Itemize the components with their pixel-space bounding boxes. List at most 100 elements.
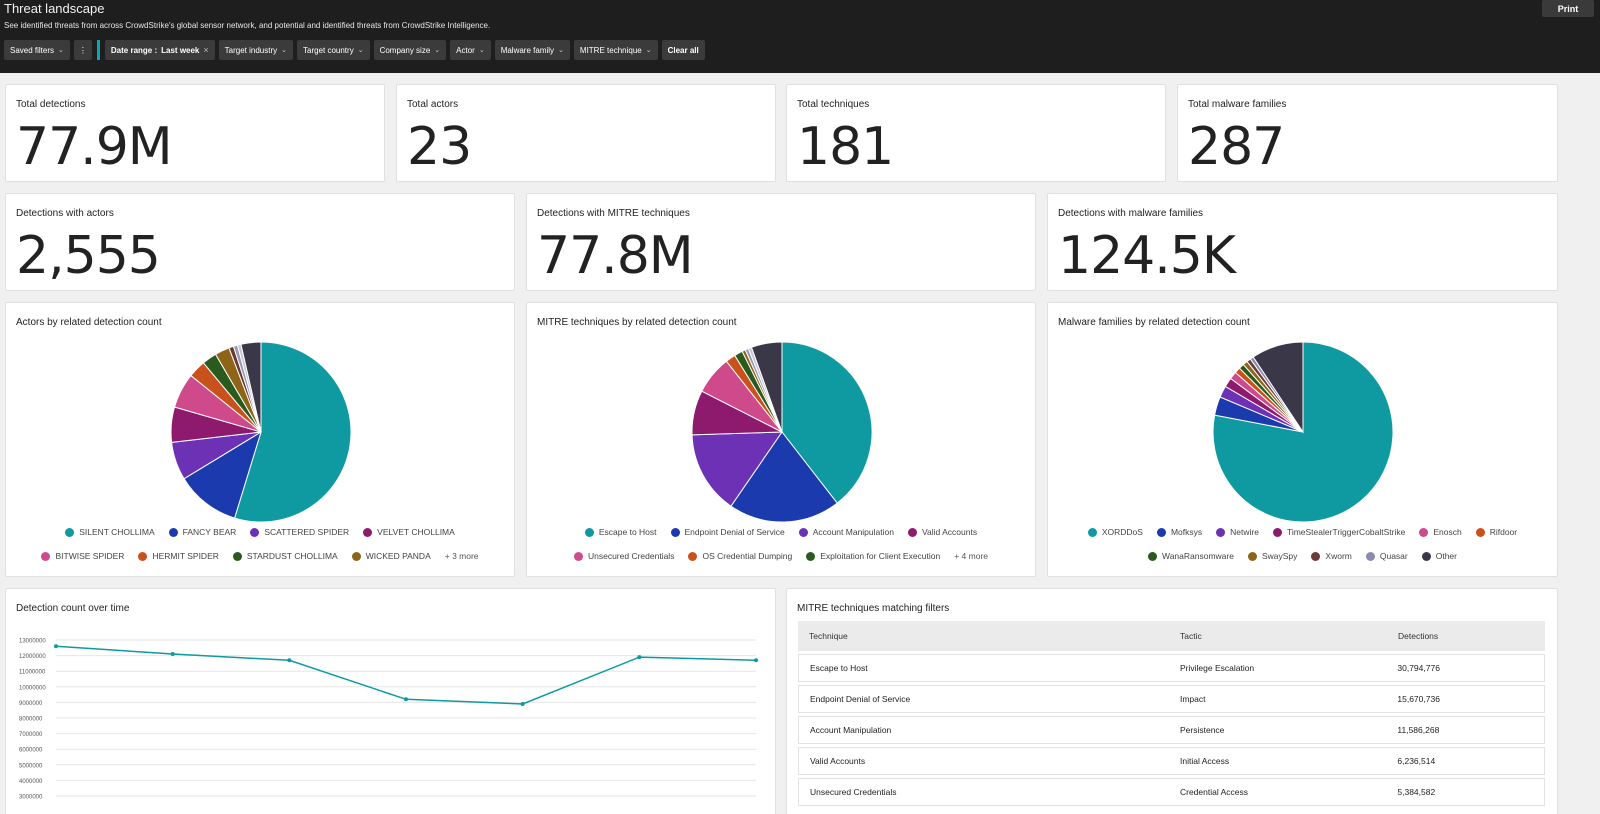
chevron-down-icon: ⌄ [558,47,564,54]
data-point[interactable] [170,652,175,657]
cell-technique: Endpoint Denial of Service [810,694,911,704]
stat-card-total-actors[interactable]: Total actors 23 [396,84,776,182]
column-header-tactic[interactable]: Tactic [1180,631,1202,641]
pie-legend-row-2: Unsecured Credentials OS Credential Dump… [527,551,1035,561]
legend-item[interactable]: Exploitation for Client Execution [806,551,940,561]
chart-title: Actors by related detection count [16,317,162,328]
cell-detections: 11,586,268 [1397,725,1440,735]
cell-tactic: Initial Access [1179,756,1230,766]
filter-label: Target country [303,45,354,55]
stat-value: 23 [407,117,472,177]
legend-item[interactable]: Other [1421,551,1457,561]
stat-card-detections-mitre[interactable]: Detections with MITRE techniques 77.8M [526,193,1036,291]
cell-technique: Escape to Host [810,663,868,673]
legend-item[interactable]: Account Manipulation [798,527,894,537]
stat-card-total-techniques[interactable]: Total techniques 181 [786,84,1166,182]
pie-slice[interactable] [233,341,352,523]
legend-item[interactable]: XORDDoS [1087,527,1143,537]
table-row[interactable]: Endpoint Denial of Service Impact 15,670… [798,685,1545,713]
clear-all-button[interactable]: Clear all [661,40,705,60]
cell-technique: Account Manipulation [810,725,892,735]
pie-slice[interactable] [240,341,262,433]
data-point[interactable] [637,655,642,660]
pie-slice[interactable] [750,341,783,433]
mitre-pie-chart[interactable] [527,303,1037,578]
stat-label: Total actors [407,99,459,110]
legend-item[interactable]: SILENT CHOLLIMA [65,527,155,537]
saved-filters-dropdown[interactable]: Saved filters ⌄ [4,40,70,60]
legend-item[interactable]: Unsecured Credentials [573,551,674,561]
pie-slice[interactable] [730,431,838,523]
data-point[interactable] [754,658,758,663]
malware-family-filter[interactable]: Malware family ⌄ [494,40,570,60]
actors-pie-chart[interactable] [6,303,516,578]
target-industry-filter[interactable]: Target industry ⌄ [218,40,293,60]
table-row[interactable]: Escape to Host Privilege Escalation 30,7… [798,654,1545,682]
legend-item[interactable]: Rifdoor [1475,527,1517,537]
cell-detections: 6,236,514 [1397,756,1436,766]
chevron-down-icon: ⌄ [434,47,441,54]
pie-slice[interactable] [1252,341,1304,434]
legend-item[interactable]: Mofksys [1156,527,1202,537]
legend-item[interactable]: WICKED PANDA [351,551,431,561]
company-size-filter[interactable]: Company size ⌄ [373,40,447,60]
legend-item[interactable]: SwaySpy [1247,551,1297,561]
legend-more[interactable]: + 4 more [954,551,989,561]
filter-label: Malware family [500,45,555,55]
actor-filter[interactable]: Actor ⌄ [450,40,491,60]
legend-item[interactable]: OS Credential Dumping [688,551,792,561]
legend-item[interactable]: STARDUST CHOLLIMA [232,551,338,561]
data-point[interactable] [404,697,408,702]
legend-item[interactable]: Endpoint Denial of Service [670,527,785,537]
column-header-detections[interactable]: Detections [1398,631,1439,641]
pie-legend-row-1: XORDDoS Mofksys Netwire TimeStealerTrigg… [1048,527,1557,537]
pie-legend-row-1: SILENT CHOLLIMA FANCY BEAR SCATTERED SPI… [6,527,514,537]
cell-detections: 30,794,776 [1397,663,1440,673]
pie-slice[interactable] [691,431,783,507]
legend-item[interactable]: WanaRansomware [1148,551,1234,561]
chart-title: Detection count over time [16,603,130,614]
y-tick-label: 5000000 [19,763,43,769]
stat-card-detections-malware[interactable]: Detections with malware families 124.5K [1047,193,1558,291]
malware-pie-chart[interactable] [1048,303,1559,578]
pie-slice[interactable] [183,430,262,519]
more-options-button[interactable]: ⋮ [73,40,92,60]
column-header-technique[interactable]: Technique [809,631,848,641]
legend-item[interactable]: FANCY BEAR [168,527,236,537]
page-title: Threat landscape [4,1,105,16]
date-range-label: Date range : [110,45,158,55]
y-tick-label: 8000000 [19,717,43,723]
stat-card-total-malware[interactable]: Total malware families 287 [1177,84,1558,182]
data-point[interactable] [54,644,58,649]
legend-item[interactable]: Quasar [1365,551,1408,561]
table-row[interactable]: Unsecured Credentials Credential Access … [798,778,1545,806]
legend-item[interactable]: Xworm [1311,551,1352,561]
stat-card-total-detections[interactable]: Total detections 77.9M [5,84,385,182]
pie-slice[interactable] [781,341,873,504]
stat-card-detections-actors[interactable]: Detections with actors 2,555 [5,193,515,291]
target-country-filter[interactable]: Target country ⌄ [297,40,370,60]
data-point[interactable] [520,701,525,706]
y-tick-label: 7000000 [19,732,43,738]
legend-item[interactable]: SCATTERED SPIDER [250,527,349,537]
detection-line-chart[interactable]: 13000000 12000000 11000000 10000000 9000000 8… [6,589,777,814]
legend-item[interactable]: Enosch [1419,527,1462,537]
legend-item[interactable]: Netwire [1216,527,1259,537]
legend-item[interactable]: VELVET CHOLLIMA [363,527,455,537]
stat-label: Total techniques [797,99,870,110]
legend-item[interactable]: TimeStealerTriggerCobaltStrike [1272,527,1405,537]
close-icon[interactable]: × [203,45,209,55]
legend-item[interactable]: HERMIT SPIDER [138,551,219,561]
data-point[interactable] [287,658,292,663]
legend-item[interactable]: Valid Accounts [907,527,977,537]
legend-item[interactable]: BITWISE SPIDER [41,551,124,561]
legend-more[interactable]: + 3 more [444,551,479,561]
table-row[interactable]: Account Manipulation Persistence 11,586,… [798,716,1545,744]
mitre-technique-filter[interactable]: MITRE technique ⌄ [573,40,658,60]
date-range-filter[interactable]: Date range : Last week × [104,40,215,60]
cell-detections: 15,670,736 [1397,694,1440,704]
stat-label: Total detections [16,99,86,110]
print-button[interactable]: Print [1542,0,1594,17]
legend-item[interactable]: Escape to Host [584,527,657,537]
table-row[interactable]: Valid Accounts Initial Access 6,236,514 [798,747,1545,775]
